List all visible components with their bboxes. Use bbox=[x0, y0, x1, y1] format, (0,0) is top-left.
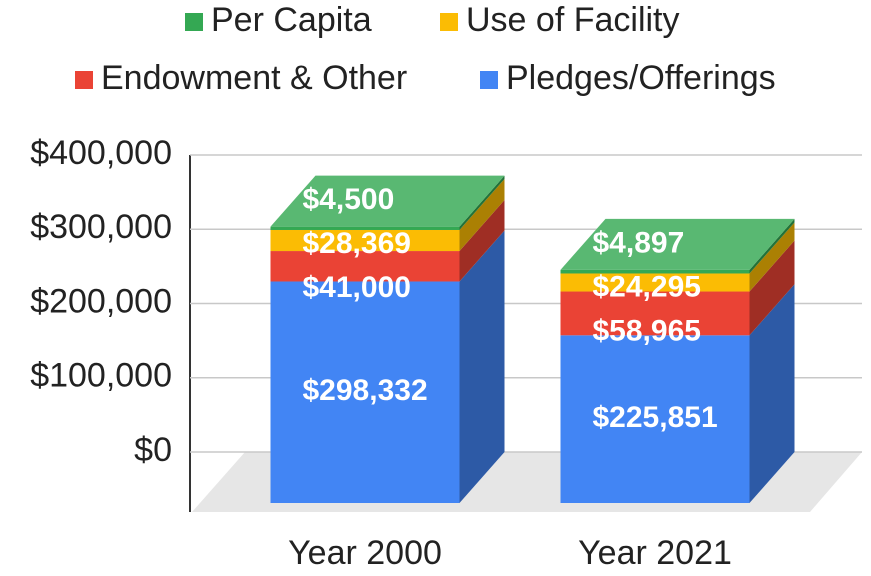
x-tick-label: Year 2021 bbox=[578, 534, 732, 572]
bar-segment bbox=[270, 281, 460, 503]
bar-segment bbox=[560, 273, 750, 292]
bar-segment bbox=[560, 291, 750, 336]
y-tick-label: $100,000 bbox=[30, 357, 172, 395]
bar-side bbox=[459, 230, 505, 503]
bar-top bbox=[270, 175, 505, 227]
bar-side bbox=[459, 178, 505, 252]
bar-side bbox=[459, 200, 505, 282]
legend-swatch bbox=[440, 13, 458, 31]
y-tick-label: $400,000 bbox=[30, 134, 172, 172]
bar-side bbox=[749, 218, 795, 274]
bar-segment bbox=[270, 251, 460, 282]
bar-side bbox=[459, 175, 505, 230]
bar-side bbox=[749, 222, 795, 292]
legend-label: Endowment & Other bbox=[101, 59, 407, 97]
data-label: $298,332 bbox=[303, 374, 428, 407]
data-label: $41,000 bbox=[303, 271, 411, 304]
bar-segment bbox=[560, 335, 750, 503]
data-label: $58,965 bbox=[593, 314, 701, 347]
legend-swatch bbox=[75, 71, 93, 89]
y-tick-label: $300,000 bbox=[30, 208, 172, 246]
y-tick-label: $0 bbox=[134, 431, 172, 469]
legend-label: Per Capita bbox=[211, 1, 372, 39]
x-tick-label: Year 2000 bbox=[288, 534, 442, 572]
y-tick-label: $200,000 bbox=[30, 282, 172, 320]
legend-label: Pledges/Offerings bbox=[506, 59, 776, 97]
legend-swatch bbox=[480, 71, 498, 89]
bar-segment bbox=[270, 229, 460, 252]
data-label: $225,851 bbox=[593, 401, 718, 434]
bar-side bbox=[749, 284, 795, 503]
bar-side bbox=[749, 240, 795, 336]
data-label: $24,295 bbox=[593, 270, 701, 303]
legend-label: Use of Facility bbox=[466, 1, 680, 39]
bar-top bbox=[560, 218, 795, 270]
data-label: $28,369 bbox=[303, 227, 411, 260]
data-label: $4,897 bbox=[593, 226, 685, 259]
legend-swatch bbox=[185, 13, 203, 31]
data-label: $4,500 bbox=[303, 183, 395, 216]
bar-segment bbox=[270, 226, 460, 230]
bar-segment bbox=[560, 269, 750, 274]
